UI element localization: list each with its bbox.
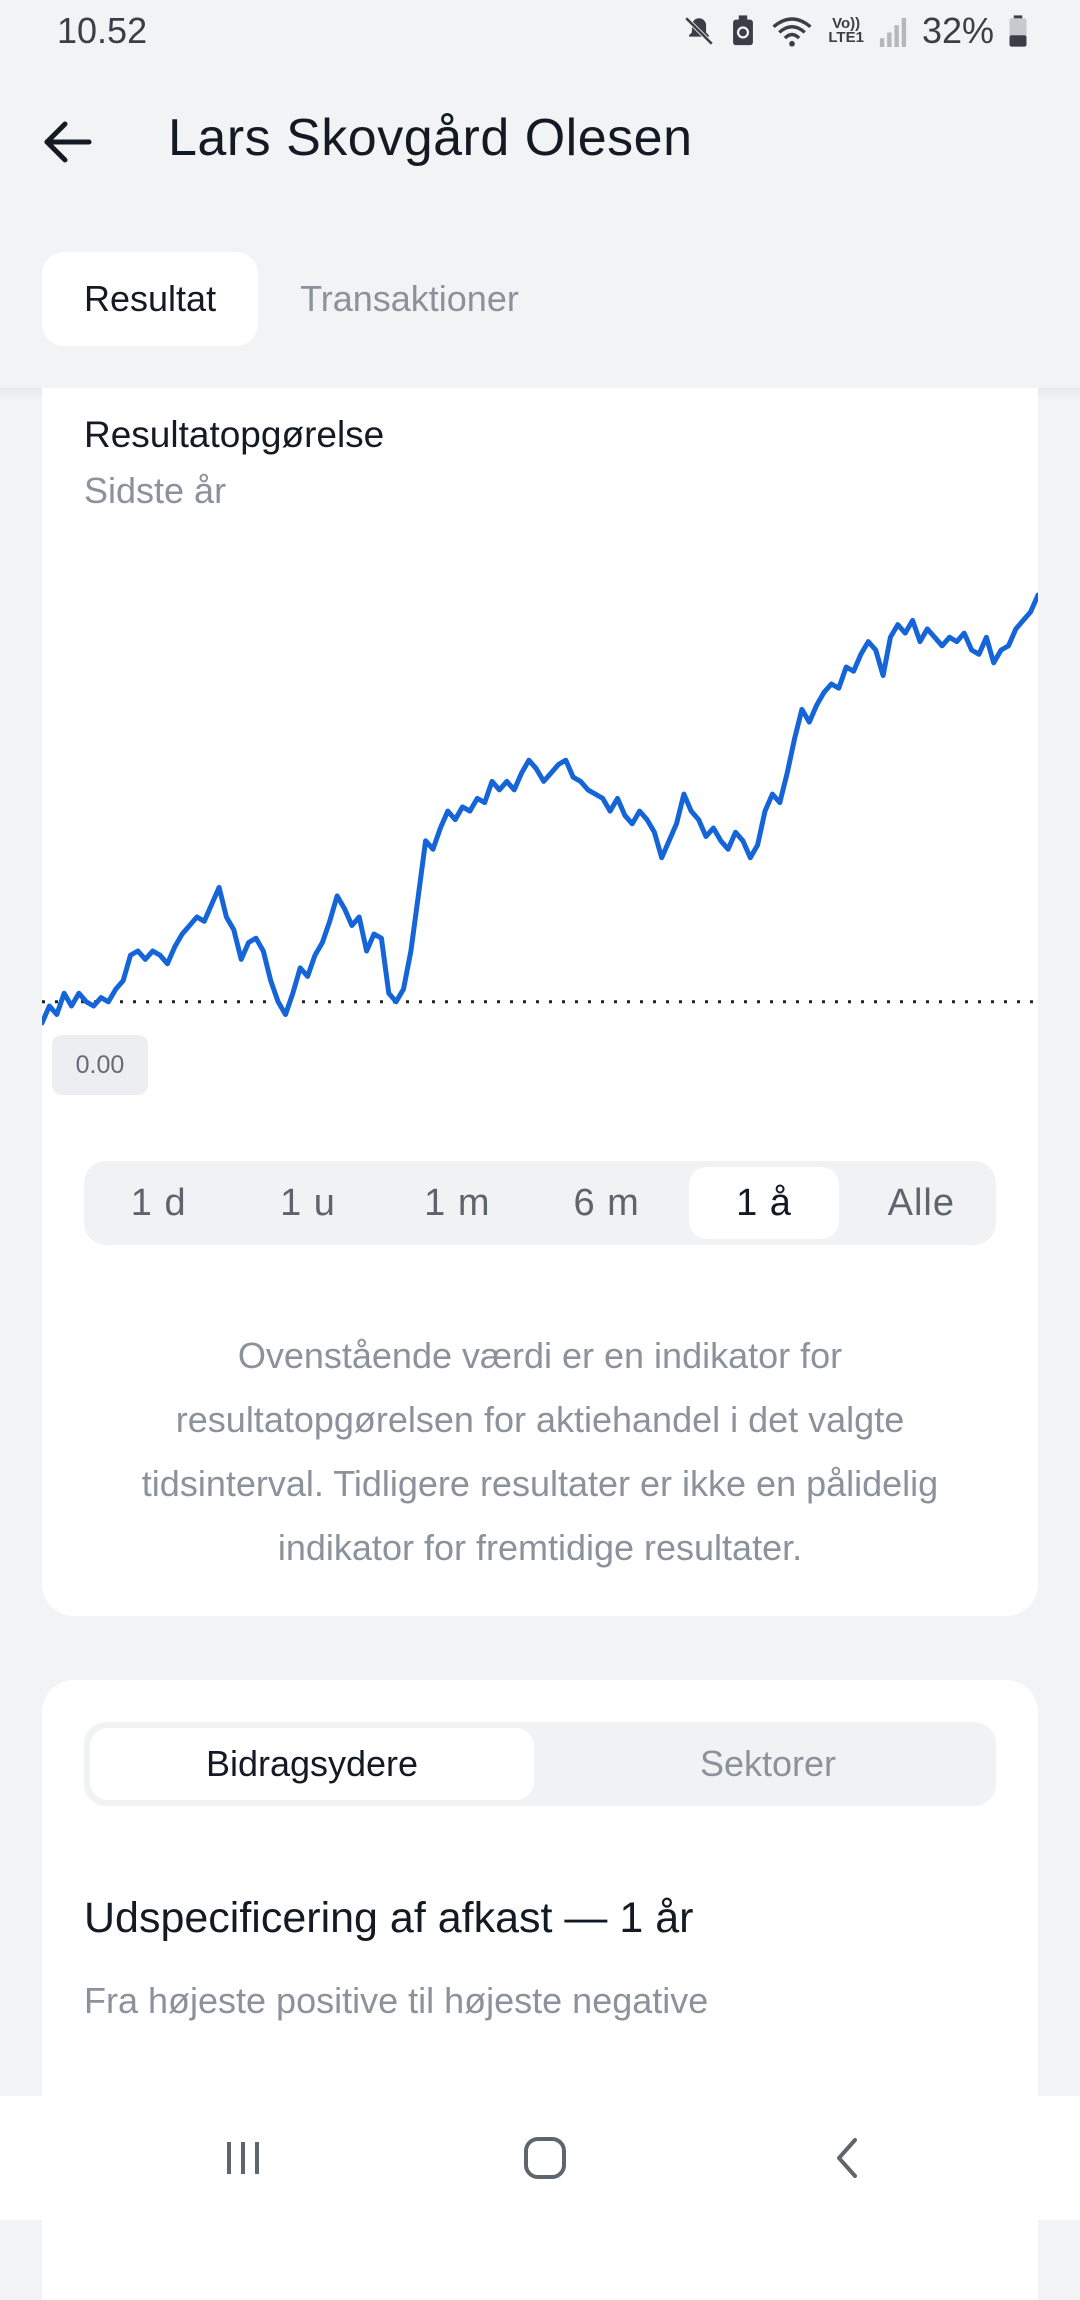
period-alle[interactable]: Alle [887,1181,955,1224]
nav-back-button[interactable] [802,2126,892,2190]
header-bar: Lars Skovgård Olesen [0,96,1080,186]
segment-sektorer[interactable]: Sektorer [699,1743,837,1784]
wifi-icon [772,17,812,47]
period-1a[interactable]: 1 å [689,1167,839,1239]
result-line-chart[interactable] [42,568,1038,1028]
result-card: Resultatopgørelse Sidste år 0.00 1 d 1 u… [42,388,1038,1616]
result-subtitle: Sidste år [84,470,227,511]
period-1m[interactable]: 1 m [424,1181,491,1224]
battery-icon [1009,15,1027,47]
period-1d[interactable]: 1 d [130,1181,187,1224]
tab-transaktioner[interactable]: Transaktioner [300,278,519,319]
result-title: Resultatopgørelse [84,414,385,455]
volte-icon: Vo)) LTE1 [828,15,864,46]
baseline-label: 0.00 [52,1035,148,1095]
period-6m[interactable]: 6 m [573,1181,640,1224]
chart-series-line [42,592,1038,1026]
period-1u[interactable]: 1 u [280,1181,336,1224]
status-icons: Vo)) LTE1 32% [682,10,1028,52]
page-title: Lars Skovgård Olesen [168,109,693,167]
recents-button[interactable] [198,2126,288,2190]
tab-bar: Resultat Transaktioner [42,252,561,346]
mute-icon [685,16,714,46]
signal-icon [879,17,907,47]
back-button[interactable] [36,114,98,170]
recents-icon [227,2142,259,2174]
breakdown-segment-control: Bidragsydere Sektorer [84,1722,996,1806]
disclaimer-text: Ovenstående værdi er en indikator for re… [141,1335,939,1568]
back-chevron-icon [837,2138,857,2178]
home-icon [524,2137,566,2179]
volte-label-bottom: LTE1 [828,29,864,46]
home-button[interactable] [500,2126,590,2190]
battery-percent: 32% [921,10,994,51]
volte-label-top: Vo)) [832,15,861,32]
breakdown-title: Udspecificering af afkast — 1 år [84,1894,694,1942]
tab-resultat[interactable]: Resultat [42,252,259,346]
breakdown-subtitle: Fra højeste positive til højeste negativ… [84,1980,709,2021]
period-selector: 1 d 1 u 1 m 6 m 1 å Alle [84,1161,996,1245]
data-saver-icon [733,15,754,46]
system-nav-bar [0,2096,1080,2220]
status-time: 10.52 [57,10,148,51]
arrow-left-icon [44,121,92,163]
segment-bidragsydere[interactable]: Bidragsydere [90,1728,534,1800]
status-bar: 10.52 Vo)) LTE1 32% [0,0,1080,64]
